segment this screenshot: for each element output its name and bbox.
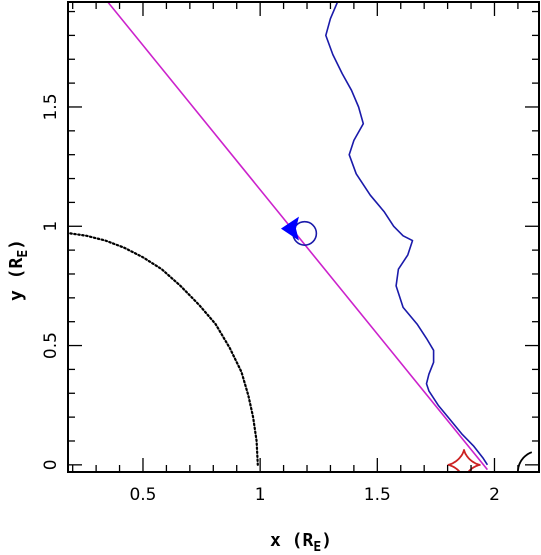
- x-axis-title-close: ): [321, 530, 332, 551]
- y-axis-title-subscript: E: [16, 250, 31, 258]
- series-arc-6: [517, 451, 533, 472]
- series-marker-4-0: [280, 216, 299, 241]
- series-caustic-5: [447, 449, 481, 472]
- y-tick-label: 0.5: [41, 332, 61, 359]
- y-axis-title-main: y (R: [6, 258, 27, 302]
- x-axis-title-main: x (R: [270, 530, 314, 551]
- plot-frame: [67, 1, 540, 473]
- y-tick-label: 0: [41, 459, 61, 470]
- series-layer: [69, 2, 533, 472]
- x-tick-label: 2: [489, 485, 500, 505]
- x-axis-title-subscript: E: [313, 540, 321, 555]
- ticks-layer: 0.5 1 1.5 2 0 0.5 1 1.5: [41, 2, 539, 505]
- y-axis-title-close: ): [6, 239, 27, 250]
- x-tick-label: 1: [255, 485, 266, 505]
- y-axis-title: y (RE): [6, 239, 31, 301]
- series-line-2: [325, 2, 489, 466]
- y-tick-label: 1.5: [41, 93, 61, 120]
- x-tick-label: 0.5: [129, 485, 156, 505]
- y-tick-label: 1: [41, 221, 61, 232]
- series-line-0: [69, 232, 259, 466]
- x-tick-label: 1.5: [364, 485, 391, 505]
- x-axis-title: x (RE): [270, 530, 332, 555]
